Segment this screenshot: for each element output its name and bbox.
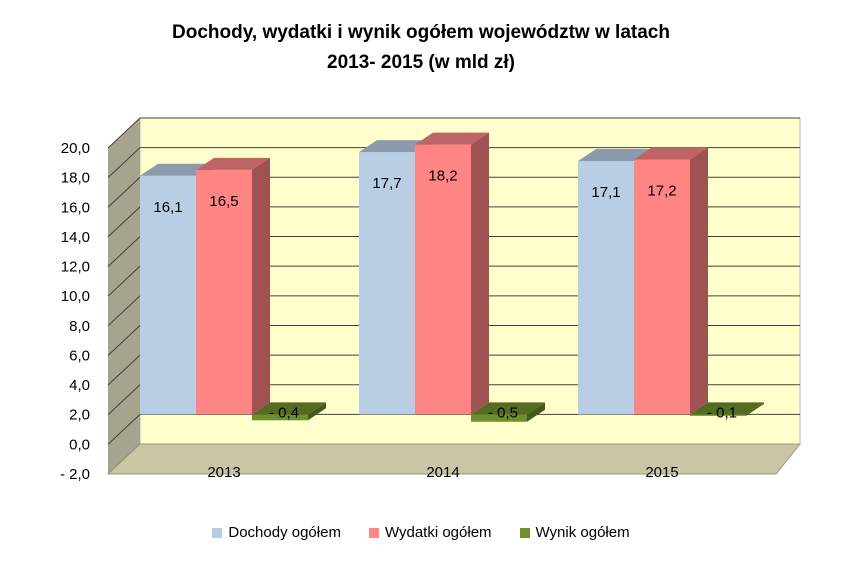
bar-2-1-top xyxy=(471,402,545,415)
legend-item-wynik: Wynik ogółem xyxy=(519,524,630,541)
bar-0-1-front xyxy=(359,152,415,415)
bar-1-1-front xyxy=(415,144,471,415)
x-tick-label: 2013 xyxy=(207,464,240,481)
bar-2-2-top xyxy=(690,402,764,415)
gridline xyxy=(107,117,800,149)
gridline xyxy=(107,147,800,179)
y-tick-label: 8,0 xyxy=(69,318,90,335)
legend-label-dochody: Dochody ogółem xyxy=(228,524,341,541)
x-tick-label: 2014 xyxy=(426,464,459,481)
y-tick-label: 20,0 xyxy=(61,140,90,157)
legend-item-dochody: Dochody ogółem xyxy=(212,524,341,541)
data-label-2-2: - 0,1 xyxy=(707,404,737,421)
data-label-1-0: 16,5 xyxy=(209,193,238,210)
bar-2-2-side xyxy=(746,402,764,416)
data-label-2-0: - 0,4 xyxy=(269,404,299,421)
bar-2-2-front xyxy=(690,414,746,416)
bar-2-0-top xyxy=(252,402,326,415)
legend-swatch-wydatki xyxy=(368,527,379,538)
chart-title-line-1: Dochody, wydatki i wynik ogółem wojewódz… xyxy=(172,22,670,43)
bar-1-0-side xyxy=(252,157,270,415)
y-tick-label: 10,0 xyxy=(61,288,90,305)
legend-label-wydatki: Wydatki ogółem xyxy=(384,524,492,541)
legend-swatch-wynik xyxy=(519,527,530,538)
bar-1-2-side xyxy=(690,147,708,415)
bar-0-1-top xyxy=(359,140,433,153)
data-label-0-1: 17,7 xyxy=(372,175,401,192)
y-tick-label: 6,0 xyxy=(69,347,90,364)
bar-1-0-top xyxy=(196,157,270,170)
bar-2-1-front xyxy=(471,414,527,422)
y-tick-label: 14,0 xyxy=(61,229,90,246)
data-label-2-1: - 0,5 xyxy=(488,404,518,421)
bar-2-0-side xyxy=(308,402,326,421)
y-tick-label: 4,0 xyxy=(69,377,90,394)
y-tick-label: 12,0 xyxy=(61,259,90,276)
chart-side-wall xyxy=(108,118,140,474)
y-tick-label: 0,0 xyxy=(69,436,90,453)
chart-floor xyxy=(106,443,802,475)
bar-1-0-front xyxy=(196,169,252,415)
data-label-0-0: 16,1 xyxy=(153,199,182,216)
bar-2-0-front xyxy=(252,414,308,421)
bar-1-2-top xyxy=(634,147,708,160)
chart-title-line-2: 2013- 2015 (w mld zł) xyxy=(327,52,515,73)
bar-0-0-front xyxy=(140,175,196,415)
legend-swatch-dochody xyxy=(212,527,223,538)
data-label-1-1: 18,2 xyxy=(428,168,457,185)
legend-item-wydatki: Wydatki ogółem xyxy=(368,524,492,541)
y-tick-label: 18,0 xyxy=(61,170,90,187)
y-tick-label: 2,0 xyxy=(69,407,90,424)
y-tick-label: 16,0 xyxy=(61,199,90,216)
x-tick-label: 2015 xyxy=(645,464,678,481)
bar-2-1-side xyxy=(527,402,545,422)
bar-0-2-front xyxy=(578,160,634,415)
data-label-1-2: 17,2 xyxy=(647,182,676,199)
legend-label-wynik: Wynik ogółem xyxy=(535,524,630,541)
bar-0-0-top xyxy=(140,163,214,176)
bar-1-1-side xyxy=(471,132,489,415)
bar-1-1-top xyxy=(415,132,489,145)
bar-0-2-top xyxy=(578,148,652,161)
bar-1-2-front xyxy=(634,159,690,415)
y-tick-label: - 2,0 xyxy=(60,466,90,483)
data-label-0-2: 17,1 xyxy=(591,184,620,201)
chart-legend: Dochody ogółem Wydatki ogółem Wynik ogół… xyxy=(0,524,842,541)
